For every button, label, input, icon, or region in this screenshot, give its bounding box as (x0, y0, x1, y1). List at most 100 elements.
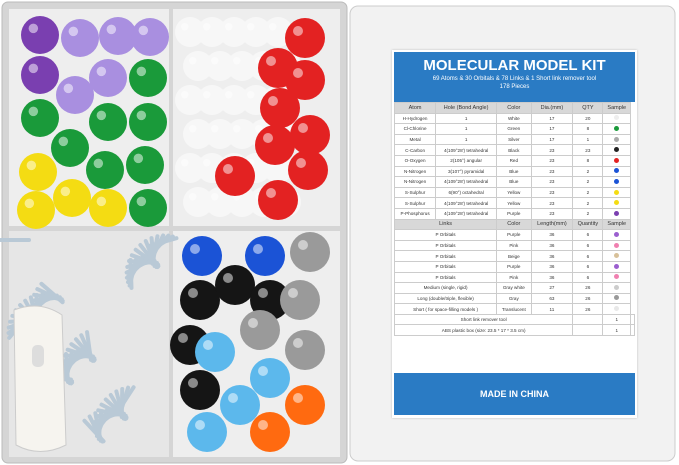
pieces: 178 Pieces (499, 84, 530, 90)
highlight (181, 91, 189, 99)
ball (129, 189, 167, 227)
highlight (263, 133, 273, 143)
ball (280, 280, 320, 320)
cell: Purple (496, 260, 532, 273)
cell: Gray white (496, 282, 532, 294)
cell: 1 (602, 313, 632, 326)
row: Long (double/triple, flexible) Gray 63 26 (393, 292, 635, 305)
ball (250, 412, 290, 452)
highlight (181, 159, 189, 167)
highlight (211, 193, 219, 201)
highlight (28, 63, 39, 74)
cell: 6 (572, 271, 604, 284)
highlight (233, 57, 241, 65)
highlight (188, 288, 198, 298)
highlight (26, 160, 37, 171)
cell: 26 (572, 292, 604, 305)
ball (129, 103, 167, 141)
highlight (293, 338, 303, 348)
row: S-Sulphur 4(109°28') tetrahedral Yellow 23 2 (393, 197, 635, 209)
highlight (211, 125, 219, 133)
highlight (248, 318, 258, 328)
header-cell: Sample (602, 102, 632, 114)
cell: 23 (530, 144, 574, 156)
row: P Orbitals Purple 36 6 (393, 260, 635, 273)
row: Metal 1 Silver 17 1 (393, 133, 635, 146)
cell (602, 197, 632, 209)
ball (131, 18, 169, 56)
sample-swatch (614, 200, 620, 206)
ball (245, 236, 285, 276)
row: P Orbitals Pink 36 6 (393, 239, 635, 252)
cell: 2 (572, 186, 604, 199)
cell (572, 324, 604, 337)
ball (89, 103, 127, 141)
cell (572, 313, 604, 326)
header-cell: Dia.(mm) (530, 102, 574, 114)
highlight (223, 273, 233, 283)
cell: Cl-Chlorine (393, 123, 437, 135)
sample-swatch (614, 306, 620, 312)
ball (53, 179, 91, 217)
cell: 2 (572, 197, 604, 209)
highlight (136, 110, 147, 121)
highlight (189, 193, 197, 201)
cell: 1 (602, 324, 632, 337)
cell (602, 112, 632, 125)
row: S-Sulphur 6(90°) octahedral Yellow 23 2 (393, 186, 635, 199)
cell: Black (496, 144, 532, 156)
highlight (63, 83, 74, 94)
cell: 6 (572, 260, 604, 273)
cell: 23 (530, 207, 574, 220)
highlight (269, 23, 277, 31)
cell: 2 (572, 207, 604, 220)
row: ABS plastic box (size: 23.5 * 17 * 3.5 c… (393, 324, 635, 337)
highlight (188, 378, 198, 388)
row: Links Color Length(mm) Quantity Sample (393, 218, 635, 231)
cell: O-Oxygen (393, 154, 437, 167)
cell: P Orbitals (393, 229, 498, 241)
highlight (28, 23, 39, 34)
cell: White (496, 112, 532, 125)
footer: MADE IN CHINA (394, 373, 635, 415)
cell (630, 324, 635, 337)
ball (129, 59, 167, 97)
cell: 17 (530, 123, 574, 135)
cell (602, 250, 632, 262)
header-cell: Sample (602, 218, 632, 231)
row: Cl-Chlorine 1 Green 17 8 (393, 123, 635, 135)
header-cell: QTY (572, 102, 604, 114)
ball (290, 232, 330, 272)
row: C-Carbon 4(109°28') tetrahedral Black 23 23 (393, 144, 635, 156)
highlight (253, 244, 263, 254)
cell (602, 282, 632, 294)
row: P Orbitals Pink 36 6 (393, 271, 635, 284)
ball (215, 265, 255, 305)
cell: 4(109°28') tetrahedral (435, 144, 498, 156)
cell: 23 (530, 154, 574, 167)
title: MOLECULAR MODEL KIT (423, 57, 606, 74)
ball (288, 150, 328, 190)
ball (61, 19, 99, 57)
remover-tool (13, 305, 67, 452)
ball (182, 236, 222, 276)
highlight (203, 23, 211, 31)
header-cell: Links (393, 218, 498, 231)
cell (602, 123, 632, 135)
cell: Red (496, 154, 532, 167)
cell: 6 (572, 239, 604, 252)
cell (602, 133, 632, 146)
cell: S-Sulphur (393, 197, 437, 209)
cell: P-Phosphorus (393, 207, 437, 220)
cell: Beige (496, 250, 532, 262)
cell (602, 144, 632, 156)
sample-swatch (614, 168, 620, 174)
sample-swatch (614, 274, 620, 280)
cell: 1 (572, 133, 604, 146)
cell: 6 (572, 229, 604, 241)
sample-swatch (614, 242, 620, 248)
cell: Yellow (496, 197, 532, 209)
cell: 1 (435, 123, 498, 135)
row: O-Oxygen 2(105°) angular Red 23 8 (393, 154, 635, 167)
ball (285, 18, 325, 58)
